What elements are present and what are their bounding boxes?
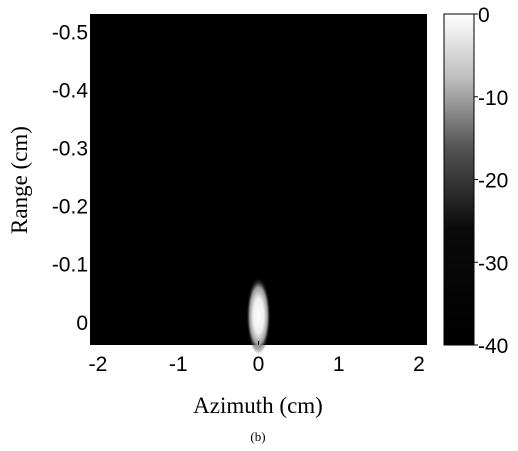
y-tick-label: -0.1 [52,254,88,277]
x-axis-label: Azimuth (cm) [193,393,323,418]
y-axis-ticks: -0.5 -0.4 -0.3 -0.2 -0.1 0 [52,21,94,335]
colorbar-gradient [444,14,474,345]
heatmap-peaks [246,277,271,355]
x-axis-ticks: -2 -1 0 1 2 [89,341,425,376]
colorbar-ticks: 0 -10 -20 -30 -40 [474,4,508,358]
y-tick-label: -0.2 [52,196,88,219]
x-tick-label: 1 [333,353,345,376]
y-tick-label: -0.5 [52,21,88,44]
colorbar-tick-label: -30 [478,252,508,275]
y-tick-label: -0.4 [52,79,89,102]
x-tick-label: 0 [253,353,265,376]
heatmap-peak [246,277,271,355]
colorbar: 0 -10 -20 -30 -40 [443,4,508,358]
x-tick-label: 2 [413,353,425,376]
y-tick-label: 0 [76,312,88,335]
y-tick-label: -0.3 [52,138,88,161]
colorbar-tick-label: -10 [478,87,508,110]
colorbar-tick-label: 0 [478,4,490,27]
y-axis-label: Range (cm) [7,126,32,234]
colorbar-tick-label: -20 [478,170,508,193]
colorbar-tick-label: -40 [478,335,508,358]
figure-caption: (b) [250,429,265,444]
x-tick-label: -1 [169,353,188,376]
x-tick-label: -2 [89,353,108,376]
plot-area: -2 -1 0 1 2 -0.5 -0.4 -0.3 -0.2 -0.1 0 [52,14,427,376]
